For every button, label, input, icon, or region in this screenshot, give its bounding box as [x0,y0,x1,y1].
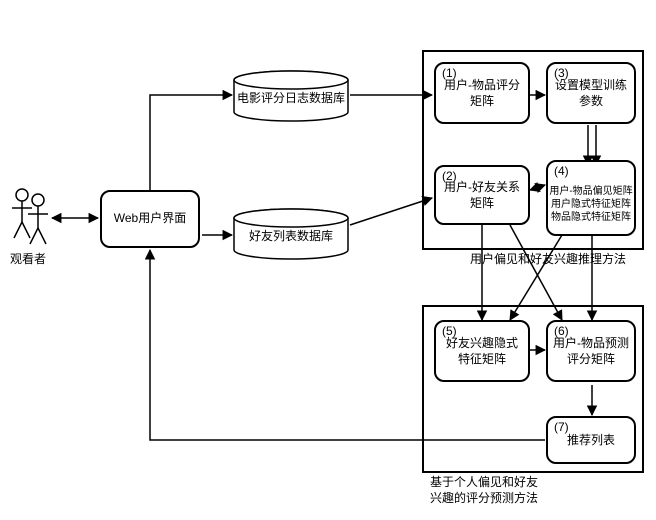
node-4-text: 用户-物品偏见矩阵 用户隐式特征矩阵 物品隐式特征矩阵 [549,175,632,224]
node-1: (1) 用户-物品评分 矩阵 [434,62,530,124]
node-6: (6) 用户-物品预测 评分矩阵 [546,320,636,382]
node-5: (5) 好友兴趣隐式 特征矩阵 [434,320,530,382]
node-3-num: (3) [554,66,569,82]
node-6-num: (6) [554,324,569,340]
viewer-icon [12,189,48,244]
db-top: 电影评分日志数据库 [232,70,350,122]
group-bottom-label: 基于个人偏见和好友 兴趣的评分预测方法 [430,475,538,506]
node-4: (4) 用户-物品偏见矩阵 用户隐式特征矩阵 物品隐式特征矩阵 [546,160,636,236]
node-1-num: (1) [442,66,457,82]
node-7-num: (7) [554,420,569,436]
node-3: (3) 设置模型训练 参数 [546,62,636,124]
diagram-canvas: 观看者 Web用户界面 电影评分日志数据库 好友列表数据库 用户偏见和好友兴趣推… [0,0,656,520]
node-1-text: 用户-物品评分 矩阵 [444,78,520,109]
node-7-text: 推荐列表 [567,433,615,449]
node-2-num: (2) [442,169,457,185]
node-2-text: 用户-好友关系 矩阵 [444,180,520,211]
node-5-text: 好友兴趣隐式 特征矩阵 [446,336,518,367]
node-7: (7) 推荐列表 [546,416,636,464]
node-6-text: 用户-物品预测 评分矩阵 [553,336,629,367]
db-top-label: 电影评分日志数据库 [232,89,350,106]
node-4-num: (4) [554,164,569,180]
db-bottom: 好友列表数据库 [232,208,350,260]
node-3-text: 设置模型训练 参数 [555,78,627,109]
db-bottom-label: 好友列表数据库 [232,227,350,244]
node-2: (2) 用户-好友关系 矩阵 [434,165,530,225]
node-5-num: (5) [442,324,457,340]
web-ui-box: Web用户界面 [100,190,200,248]
web-ui-text: Web用户界面 [114,211,186,227]
viewer-label: 观看者 [10,252,46,268]
group-top-label: 用户偏见和好友兴趣推理方法 [470,252,626,268]
